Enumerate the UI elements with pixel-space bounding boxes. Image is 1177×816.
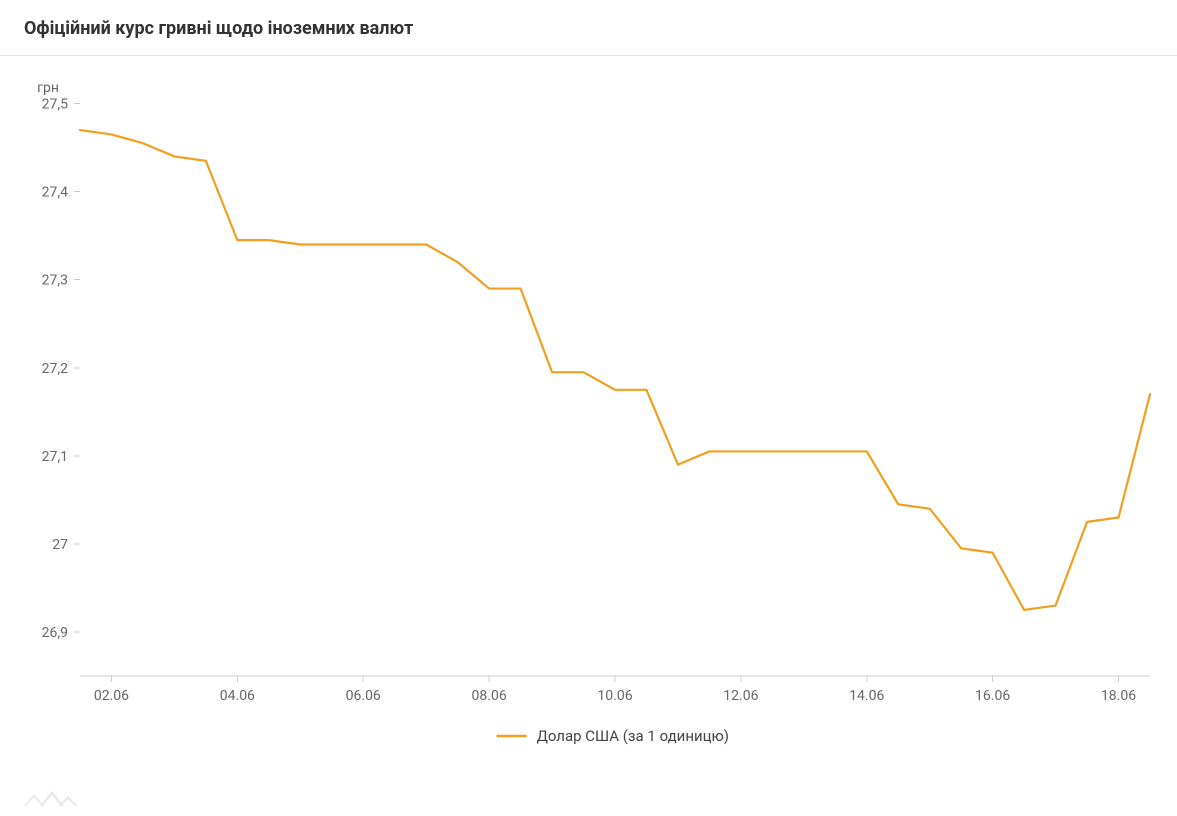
y-tick-label: 27 [52,537,68,553]
y-tick-label: 27,5 [42,97,68,113]
y-tick-label: 27,2 [42,361,68,377]
x-tick-label: 08.06 [472,688,507,704]
chart-header: Офіційний курс гривні щодо іноземних вал… [0,0,1177,56]
y-tick-label: 27,3 [42,273,68,289]
chart-title: Офіційний курс гривні щодо іноземних вал… [24,18,1153,39]
x-tick-label: 04.06 [220,688,255,704]
x-tick-label: 06.06 [346,688,381,704]
watermark-icon [22,788,82,810]
series-line-usd [80,130,1150,610]
legend-label: Долар США (за 1 одиницю) [537,727,729,745]
x-tick-label: 18.06 [1101,688,1136,704]
x-tick-label: 16.06 [975,688,1010,704]
y-tick-label: 27,4 [42,185,68,201]
chart-container: грн 26,9 27 27,1 27,2 27,3 27,4 27,5 02.06 04.06 0… [0,56,1177,816]
y-tick-label: 26,9 [42,625,68,641]
x-tick-label: 10.06 [597,688,632,704]
line-chart: грн 26,9 27 27,1 27,2 27,3 27,4 27,5 02.06 04.06 0… [0,56,1177,776]
y-axis-unit: грн [37,80,59,96]
x-tick-label: 12.06 [723,688,758,704]
x-tick-label: 14.06 [849,688,884,704]
legend: Долар США (за 1 одиницю) [497,727,729,745]
x-tick-label: 02.06 [94,688,129,704]
y-tick-label: 27,1 [42,449,68,465]
